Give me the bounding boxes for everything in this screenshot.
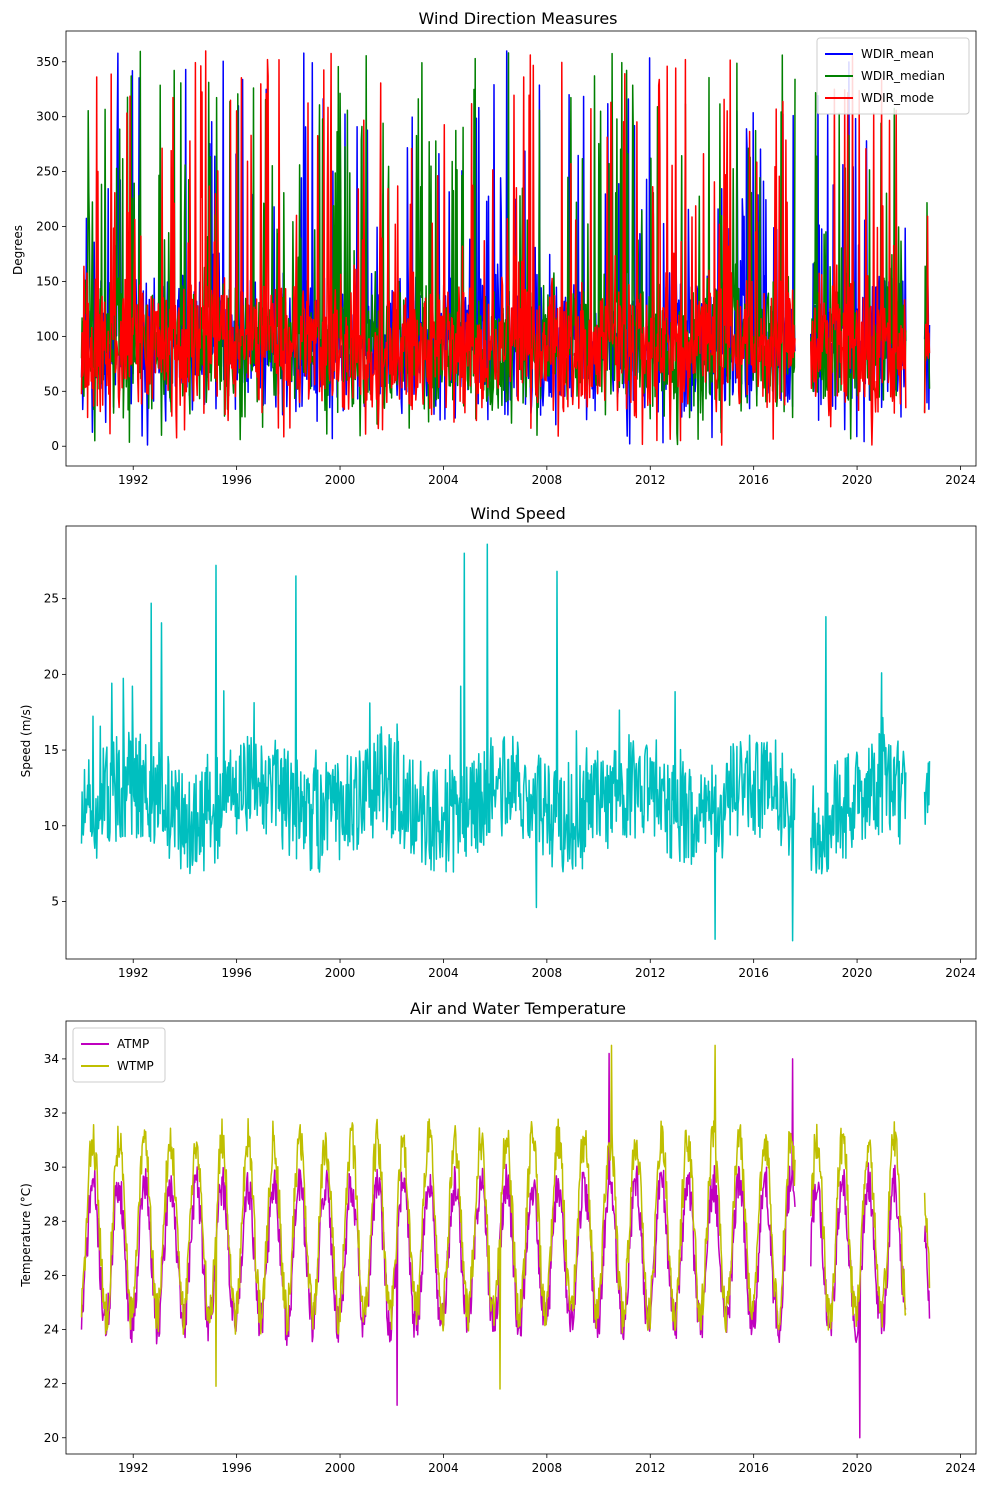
x-tick-label: 2024 (945, 473, 976, 487)
axes-frame (65, 30, 977, 467)
chart-title: Wind Speed (470, 504, 565, 523)
legend-box (72, 1027, 166, 1083)
y-tick-label: 24 (44, 1323, 59, 1337)
y-tick-label: 0 (51, 439, 59, 453)
x-tick-label: 1996 (221, 473, 252, 487)
series-group (80, 1044, 931, 1439)
x-tick-label: 2024 (945, 966, 976, 980)
y-tick-label: 30 (44, 1160, 59, 1174)
x-tick-label: 2004 (428, 966, 459, 980)
x-tick-label: 2016 (738, 473, 769, 487)
x-tick-label: 2008 (532, 1461, 563, 1475)
x-tick-label: 2024 (945, 1461, 976, 1475)
x-tick-label: 2004 (428, 473, 459, 487)
series-line-wspd (80, 543, 931, 942)
x-tick-label: 2016 (738, 1461, 769, 1475)
legend-label: WDIR_mean (861, 47, 934, 61)
y-tick-label: 20 (44, 667, 59, 681)
y-tick-label: 250 (36, 165, 59, 179)
x-tick-label: 2008 (532, 966, 563, 980)
temperature-chart: Air and Water Temperature Temperature (°… (19, 999, 977, 1475)
x-tick-label: 1996 (221, 966, 252, 980)
y-tick-label: 22 (44, 1377, 59, 1391)
plot-area: 1992 1996 2000 2004 2008 2012 2016 2020 2024 5 10 1… (44, 525, 977, 980)
chart-title: Air and Water Temperature (410, 999, 626, 1018)
y-tick-label: 150 (36, 274, 59, 288)
series-line-wdir_mode (80, 50, 931, 446)
y-tick-label: 28 (44, 1214, 59, 1228)
y-tick-label: 32 (44, 1106, 59, 1120)
y-axis-label: Temperature (°C) (19, 1183, 33, 1288)
x-tick-label: 1992 (118, 473, 149, 487)
y-axis-label: Degrees (11, 225, 25, 275)
legend: ATMP WTMP (72, 1027, 166, 1083)
x-tick-label: 2004 (428, 1461, 459, 1475)
x-tick-label: 2000 (325, 1461, 356, 1475)
x-tick-label: 2020 (842, 966, 873, 980)
y-axis-label: Speed (m/s) (19, 705, 33, 778)
x-tick-label: 2012 (635, 1461, 666, 1475)
axes-frame (65, 1020, 977, 1455)
y-tick-label: 10 (44, 819, 59, 833)
x-tick-label: 2020 (842, 1461, 873, 1475)
series-group (80, 543, 931, 942)
x-tick-label: 2000 (325, 966, 356, 980)
x-tick-label: 1992 (118, 966, 149, 980)
y-tick-label: 34 (44, 1052, 59, 1066)
y-tick-label: 350 (36, 55, 59, 69)
plot-area: 1992 1996 2000 2004 2008 2012 2016 2020 2024 0 50 1… (36, 30, 977, 487)
axes-frame (65, 525, 977, 960)
x-tick-label: 2020 (842, 473, 873, 487)
y-tick-label: 25 (44, 592, 59, 606)
legend-label: WTMP (117, 1059, 154, 1073)
x-tick-label: 2008 (532, 473, 563, 487)
x-tick-label: 2016 (738, 966, 769, 980)
wind-speed-chart: Wind Speed Speed (m/s) 1992 1996 2000 2004 2… (19, 504, 977, 980)
x-tick-label: 2012 (635, 966, 666, 980)
legend-label: WDIR_median (861, 69, 945, 83)
y-tick-label: 100 (36, 329, 59, 343)
legend-label: WDIR_mode (861, 91, 934, 105)
y-tick-label: 200 (36, 220, 59, 234)
wind-direction-chart: Wind Direction Measures Degrees 1992 1996… (11, 9, 977, 487)
y-tick-label: 26 (44, 1268, 59, 1282)
x-tick-label: 1992 (118, 1461, 149, 1475)
legend-label: ATMP (117, 1037, 149, 1051)
y-tick-label: 15 (44, 743, 59, 757)
legend: WDIR_mean WDIR_median WDIR_mode (816, 37, 970, 115)
y-tick-label: 50 (44, 384, 59, 398)
plot-area: 1992 1996 2000 2004 2008 2012 2016 2020 2024 20 22… (44, 1020, 977, 1475)
x-tick-label: 2012 (635, 473, 666, 487)
series-group (80, 50, 931, 446)
y-tick-label: 5 (51, 894, 59, 908)
y-tick-label: 300 (36, 110, 59, 124)
legend-box (816, 37, 970, 115)
series-line-wtmp (80, 1044, 931, 1390)
x-tick-label: 2000 (325, 473, 356, 487)
x-tick-label: 1996 (221, 1461, 252, 1475)
y-tick-label: 20 (44, 1431, 59, 1445)
chart-title: Wind Direction Measures (419, 9, 618, 28)
